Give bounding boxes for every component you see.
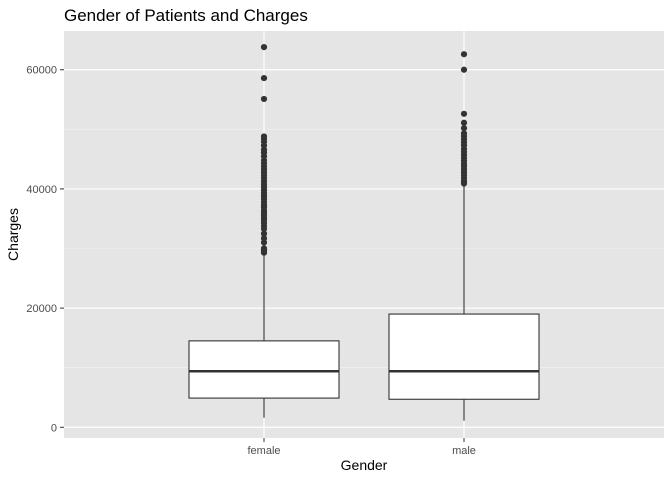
y-tick-label: 40000 — [26, 184, 57, 196]
y-tick-label: 0 — [51, 422, 57, 434]
data-layer — [188, 43, 540, 421]
outlier-point — [460, 130, 468, 137]
outlier-point — [260, 95, 268, 103]
x-axis-title: Gender — [341, 457, 388, 473]
outlier-point — [260, 230, 268, 237]
y-tick-label: 60000 — [26, 65, 57, 77]
outlier-point — [460, 110, 468, 117]
outlier-point — [260, 133, 268, 140]
y-axis-title: Charges — [5, 208, 21, 261]
plot-panel — [64, 31, 664, 438]
y-tick-label: 20000 — [26, 303, 57, 315]
outlier-point — [460, 125, 468, 132]
iqr-box — [188, 340, 340, 399]
chart-title: Gender of Patients and Charges — [64, 6, 308, 25]
box-female — [188, 43, 340, 418]
box-male — [388, 51, 540, 421]
axis-layer: 0 20000 40000 60000 female male — [26, 65, 476, 457]
outlier-point — [260, 245, 268, 252]
outlier-point — [460, 119, 468, 126]
outlier-point — [260, 235, 268, 242]
x-tick-label: female — [247, 445, 280, 457]
outlier-point — [260, 43, 268, 51]
outlier-point — [260, 74, 268, 82]
outlier-point — [460, 66, 468, 73]
x-tick-label: male — [452, 445, 476, 457]
outlier-point — [460, 51, 468, 58]
iqr-box — [388, 313, 540, 400]
